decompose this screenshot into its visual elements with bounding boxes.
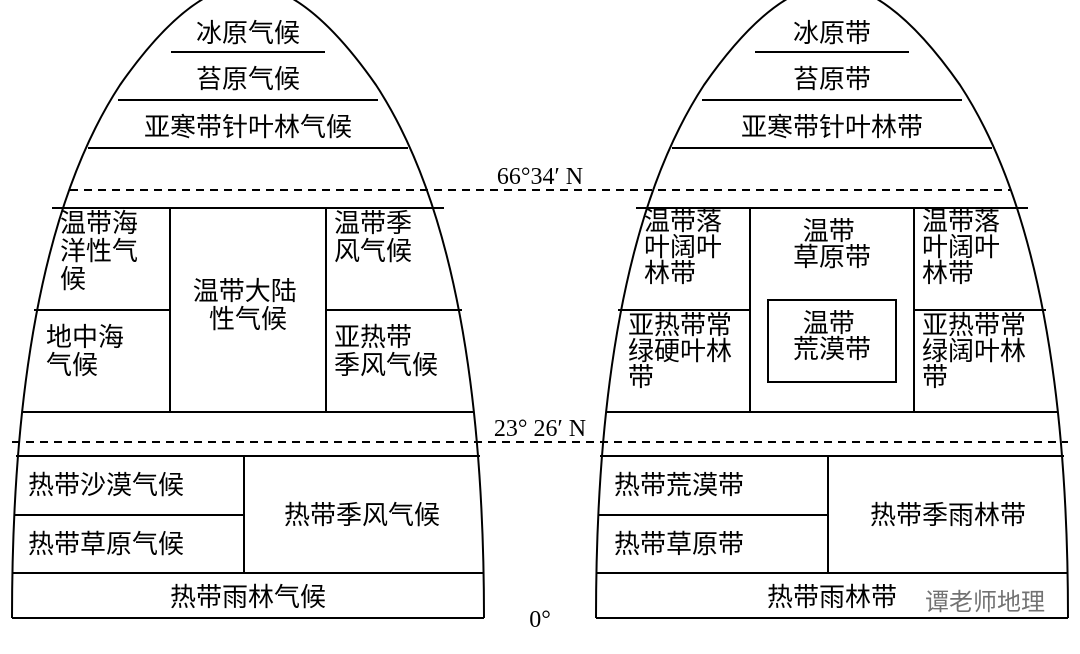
r-t-cbot: 温带 荒漠带 (793, 309, 871, 364)
equator-label: 0° (529, 607, 551, 633)
l-polar: 冰原气候 (196, 19, 300, 48)
l-t-wtop: 温带海 洋性气 候 (60, 209, 145, 294)
l-eq: 热带雨林气候 (170, 583, 326, 612)
r-polar: 冰原带 (793, 19, 871, 48)
r-t-ebot: 亚热带常 绿阔叶林 带 (922, 311, 1033, 392)
l-subarctic: 亚寒带针叶林气候 (144, 113, 352, 142)
r-tundra: 苔原带 (793, 65, 871, 94)
left-dome: 冰原气候 苔原气候 亚寒带针叶林气候 温带海 洋性气 候 地中海 气候 温带大陆… (12, 0, 484, 618)
r-t-etop: 温带落 叶阔叶 林带 (922, 207, 1007, 288)
r-t-ctop: 温带 草原带 (793, 217, 871, 272)
l-t-etop: 温带季 风气候 (334, 209, 419, 266)
arctic-label: 66°34′ N (497, 164, 583, 190)
l-t-center: 温带大陆 性气候 (193, 277, 304, 334)
r-eq: 热带雨林带 (767, 583, 897, 612)
r-t-wbot: 亚热带常 绿硬叶林 带 (628, 311, 739, 392)
l-tundra: 苔原气候 (196, 65, 300, 94)
l-tr-wtop: 热带沙漠气候 (28, 471, 184, 500)
l-tr-east: 热带季风气候 (284, 501, 440, 530)
tropic-label: 23° 26′ N (494, 416, 586, 442)
l-t-wbot: 地中海 气候 (46, 323, 131, 380)
right-dome: 冰原带 苔原带 亚寒带针叶林带 温带落 叶阔叶 林带 亚热带常 绿硬叶林 带 温… (596, 0, 1068, 618)
r-t-wtop: 温带落 叶阔叶 林带 (644, 207, 729, 288)
l-tr-wbot: 热带草原气候 (28, 530, 184, 559)
watermark: 谭老师地理 (925, 589, 1045, 616)
r-tr-wbot: 热带草原带 (614, 530, 744, 559)
r-tr-east: 热带季雨林带 (870, 501, 1026, 530)
r-tr-wtop: 热带荒漠带 (614, 471, 744, 500)
l-t-ebot: 亚热带 季风气候 (334, 323, 438, 380)
r-subarctic: 亚寒带针叶林带 (741, 113, 923, 142)
